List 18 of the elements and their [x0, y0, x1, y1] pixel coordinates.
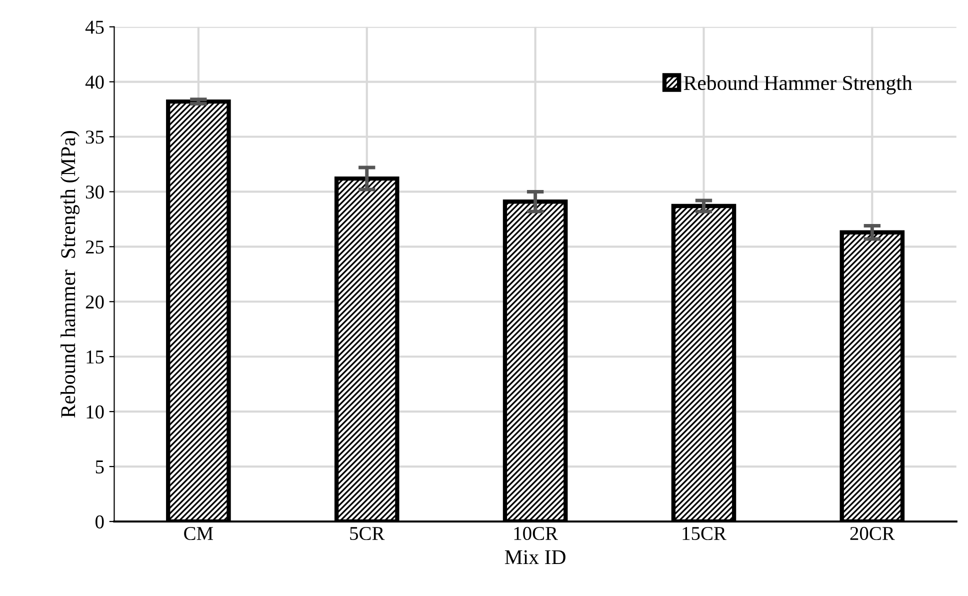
y-tick-label: 25 — [86, 240, 104, 254]
x-axis-title: Mix ID — [504, 550, 566, 564]
y-tick-label: 10 — [86, 405, 104, 419]
x-tick-label: 20CR — [850, 526, 895, 540]
y-tick-label: 5 — [96, 460, 104, 474]
y-axis-title: Rebound hammer Strength (MPa) — [60, 131, 80, 418]
x-tick-label: 10CR — [514, 526, 558, 540]
y-tick-label: 20 — [86, 295, 104, 309]
x-tick-label: CM — [184, 526, 213, 540]
legend-label: Rebound Hammer Strength — [684, 75, 912, 94]
y-tick-label: 30 — [86, 186, 104, 199]
y-tick-label: 45 — [85, 20, 104, 34]
x-tick-label: 15CR — [682, 526, 726, 540]
x-tick-label: 5CR — [350, 526, 385, 540]
y-tick-label: 35 — [86, 130, 104, 144]
y-tick-label: 15 — [86, 350, 104, 364]
y-tick-label: 0 — [96, 515, 104, 528]
y-tick-label: 40 — [85, 76, 104, 89]
